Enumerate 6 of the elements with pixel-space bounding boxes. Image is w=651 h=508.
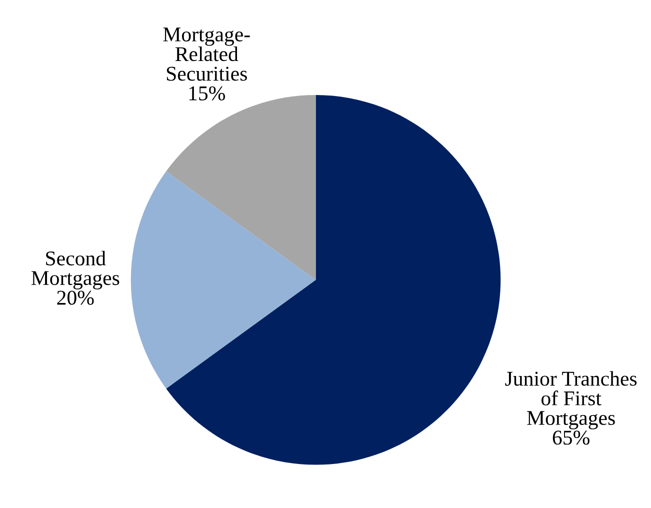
data-label: 15% (189, 86, 226, 100)
slice-label: Junior Tranches of First Mortgages (505, 371, 637, 430)
slice-label: Mortgage- Related Securities (163, 28, 250, 81)
slice-label: Second Mortgages (31, 250, 120, 290)
data-label: 20% (57, 290, 94, 305)
data-label: 65% (552, 430, 590, 445)
